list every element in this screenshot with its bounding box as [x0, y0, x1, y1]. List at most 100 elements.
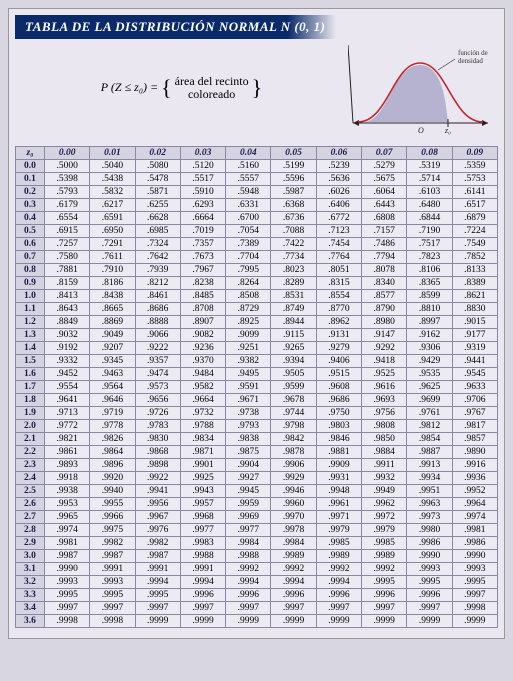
- cell: .8599: [407, 290, 452, 303]
- cell: .7764: [316, 251, 361, 264]
- cell: .7357: [180, 238, 225, 251]
- cell: .9131: [316, 329, 361, 342]
- cell: .8106: [407, 264, 452, 277]
- cell: .7324: [135, 238, 180, 251]
- cell: .7549: [452, 238, 497, 251]
- cell: .8212: [135, 277, 180, 290]
- cell: .9985: [316, 537, 361, 550]
- row-label: 2.5: [16, 485, 45, 498]
- cell: .7580: [44, 251, 89, 264]
- cell: .9986: [452, 537, 497, 550]
- cell: .9987: [135, 550, 180, 563]
- page: TABLA DE LA DISTRIBUCIÓN NORMAL N (0, 1)…: [8, 8, 505, 639]
- cell: .9732: [180, 407, 225, 420]
- col-header: 0.09: [452, 147, 497, 160]
- formula-rhs: área del recinto coloreado: [175, 75, 249, 100]
- row-label: 1.0: [16, 290, 45, 303]
- cell: .9934: [407, 472, 452, 485]
- cell: .9875: [226, 446, 271, 459]
- cell: .9970: [271, 511, 316, 524]
- cell: .6591: [90, 212, 135, 225]
- cell: .9994: [180, 576, 225, 589]
- row-label: 1.1: [16, 303, 45, 316]
- cell: .9985: [362, 537, 407, 550]
- cell: .9265: [271, 342, 316, 355]
- cell: .9871: [180, 446, 225, 459]
- cell: .9987: [90, 550, 135, 563]
- table-row: 1.5.9332.9345.9357.9370.9382.9394.9406.9…: [16, 355, 498, 368]
- cell: .9951: [407, 485, 452, 498]
- table-row: 2.3.9893.9896.9898.9901.9904.9906.9909.9…: [16, 459, 498, 472]
- cell: .6331: [226, 199, 271, 212]
- cell: .9989: [316, 550, 361, 563]
- cell: .9719: [90, 407, 135, 420]
- cell: .9992: [226, 563, 271, 576]
- cell: .7157: [362, 225, 407, 238]
- cell: .7967: [180, 264, 225, 277]
- cell: .9943: [180, 485, 225, 498]
- cell: .8238: [180, 277, 225, 290]
- cell: .9999: [452, 615, 497, 628]
- cell: .9993: [90, 576, 135, 589]
- cell: .9995: [362, 576, 407, 589]
- table-row: 0.6.7257.7291.7324.7357.7389.7422.7454.7…: [16, 238, 498, 251]
- cell: .9750: [316, 407, 361, 420]
- cell: .9884: [362, 446, 407, 459]
- row-label: 0.2: [16, 186, 45, 199]
- cell: .9922: [135, 472, 180, 485]
- row-label: 3.2: [16, 576, 45, 589]
- table-row: 1.7.9554.9564.9573.9582.9591.9599.9608.9…: [16, 381, 498, 394]
- cell: .9909: [316, 459, 361, 472]
- cell: .9616: [362, 381, 407, 394]
- cell: .6368: [271, 199, 316, 212]
- cell: .9975: [90, 524, 135, 537]
- cell: .9979: [362, 524, 407, 537]
- table-row: 1.3.9032.9049.9066.9082.9099.9115.9131.9…: [16, 329, 498, 342]
- cell: .5557: [226, 173, 271, 186]
- cell: .9808: [362, 420, 407, 433]
- cell: .9994: [135, 576, 180, 589]
- cell: .9999: [180, 615, 225, 628]
- cell: .9940: [90, 485, 135, 498]
- cell: .9916: [452, 459, 497, 472]
- cell: .9997: [271, 602, 316, 615]
- table-row: 3.6.9998.9998.9999.9999.9999.9999.9999.9…: [16, 615, 498, 628]
- cell: .7422: [271, 238, 316, 251]
- cell: .9693: [362, 394, 407, 407]
- cell: .9995: [135, 589, 180, 602]
- cell: .9956: [135, 498, 180, 511]
- cell: .9918: [44, 472, 89, 485]
- cell: .9032: [44, 329, 89, 342]
- cell: .9996: [271, 589, 316, 602]
- cell: .9535: [407, 368, 452, 381]
- table-head: z₀0.000.010.020.030.040.050.060.070.080.…: [16, 147, 498, 160]
- cell: .9999: [271, 615, 316, 628]
- cell: .9641: [44, 394, 89, 407]
- cell: .8790: [362, 303, 407, 316]
- cell: .8461: [135, 290, 180, 303]
- row-label: 1.3: [16, 329, 45, 342]
- cell: .9756: [362, 407, 407, 420]
- cell: .8554: [316, 290, 361, 303]
- cell: .9965: [44, 511, 89, 524]
- cell: .6064: [362, 186, 407, 199]
- cell: .9995: [90, 589, 135, 602]
- cell: .9699: [407, 394, 452, 407]
- cell: .9966: [90, 511, 135, 524]
- cell: .9463: [90, 368, 135, 381]
- cell: .9671: [226, 394, 271, 407]
- cell: .5160: [226, 160, 271, 173]
- cell: .5948: [226, 186, 271, 199]
- cell: .6103: [407, 186, 452, 199]
- cell: .9803: [316, 420, 361, 433]
- table-row: 2.2.9861.9864.9868.9871.9875.9878.9881.9…: [16, 446, 498, 459]
- row-label: 0.8: [16, 264, 45, 277]
- cell: .9977: [180, 524, 225, 537]
- cell: .6736: [271, 212, 316, 225]
- cell: .9599: [271, 381, 316, 394]
- cell: .7852: [452, 251, 497, 264]
- cell: .6255: [135, 199, 180, 212]
- cell: .9991: [135, 563, 180, 576]
- axis-O: O: [418, 126, 424, 135]
- row-label: 1.6: [16, 368, 45, 381]
